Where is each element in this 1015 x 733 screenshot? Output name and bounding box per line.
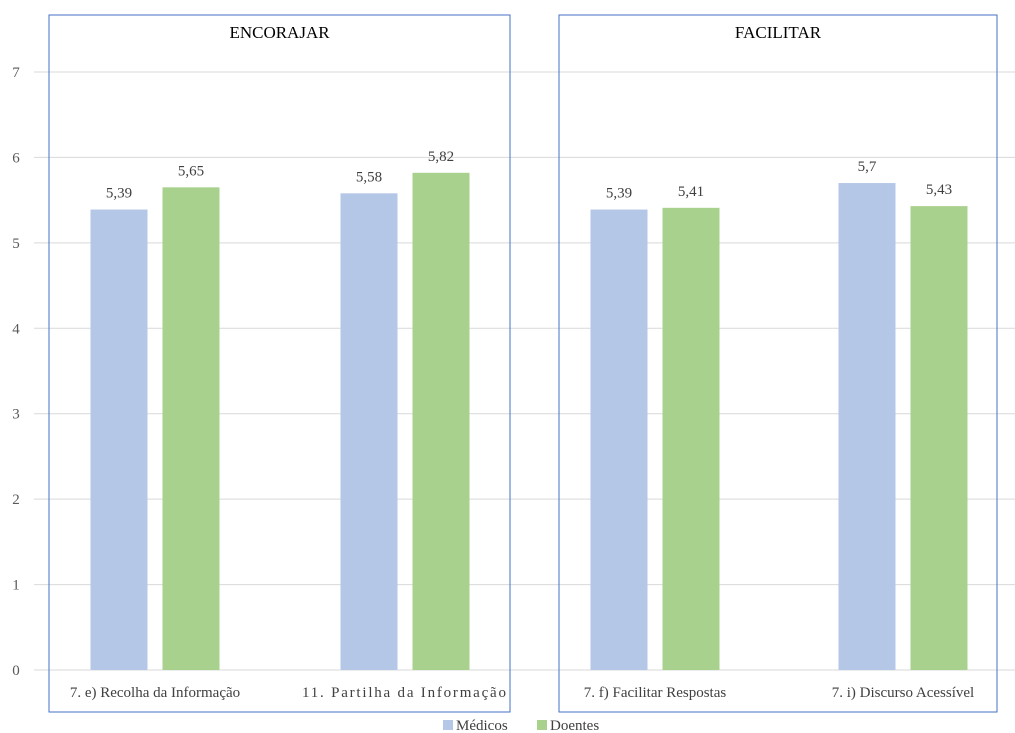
group-title: ENCORAJAR — [229, 23, 330, 42]
group-panels — [48, 14, 998, 713]
bar-doentes — [910, 206, 968, 670]
bars — [90, 172, 968, 671]
legend-label: Médicos — [456, 718, 508, 733]
data-label: 5,58 — [356, 169, 382, 185]
category-label: 11. Partilha da Informação — [302, 685, 506, 701]
legend-label: Doentes — [550, 718, 599, 733]
y-tick-label: 4 — [12, 321, 20, 337]
category-label: 7. i) Discurso Acessível — [832, 685, 974, 701]
category-label: 7. f) Facilitar Respostas — [584, 685, 727, 701]
labels: 0 1 2 3 4 5 6 7 ENCORAJAR 5,39 5,65 7. e) Recolha d… — [12, 23, 974, 701]
category-label: 7. e) Recolha da Informação — [70, 685, 240, 701]
data-label: 5,82 — [428, 149, 454, 165]
bar-doentes — [162, 187, 220, 671]
legend-swatch — [537, 720, 547, 730]
bar-doentes — [662, 207, 720, 670]
bar-medicos — [838, 183, 896, 671]
bar-medicos — [90, 209, 148, 671]
bar-medicos — [340, 193, 398, 670]
data-label: 5,39 — [106, 186, 132, 202]
y-tick-label: 1 — [12, 578, 20, 594]
group-panel — [48, 14, 511, 713]
y-tick-label: 2 — [12, 492, 20, 508]
legend: Médicos Doentes — [443, 718, 599, 733]
data-label: 5,7 — [858, 159, 877, 175]
data-label: 5,39 — [606, 186, 632, 202]
data-label: 5,41 — [678, 184, 704, 200]
bar-doentes — [412, 172, 470, 670]
group-panel — [558, 14, 998, 713]
y-tick-label: 3 — [12, 407, 20, 423]
data-label: 5,65 — [178, 163, 204, 179]
bar-medicos — [590, 209, 648, 671]
y-tick-label: 0 — [12, 663, 20, 679]
y-tick-label: 7 — [12, 65, 20, 81]
group-title: FACILITAR — [735, 23, 822, 42]
data-label: 5,43 — [926, 182, 952, 198]
y-tick-label: 5 — [12, 236, 20, 252]
y-tick-label: 6 — [12, 150, 20, 166]
legend-swatch — [443, 720, 453, 730]
